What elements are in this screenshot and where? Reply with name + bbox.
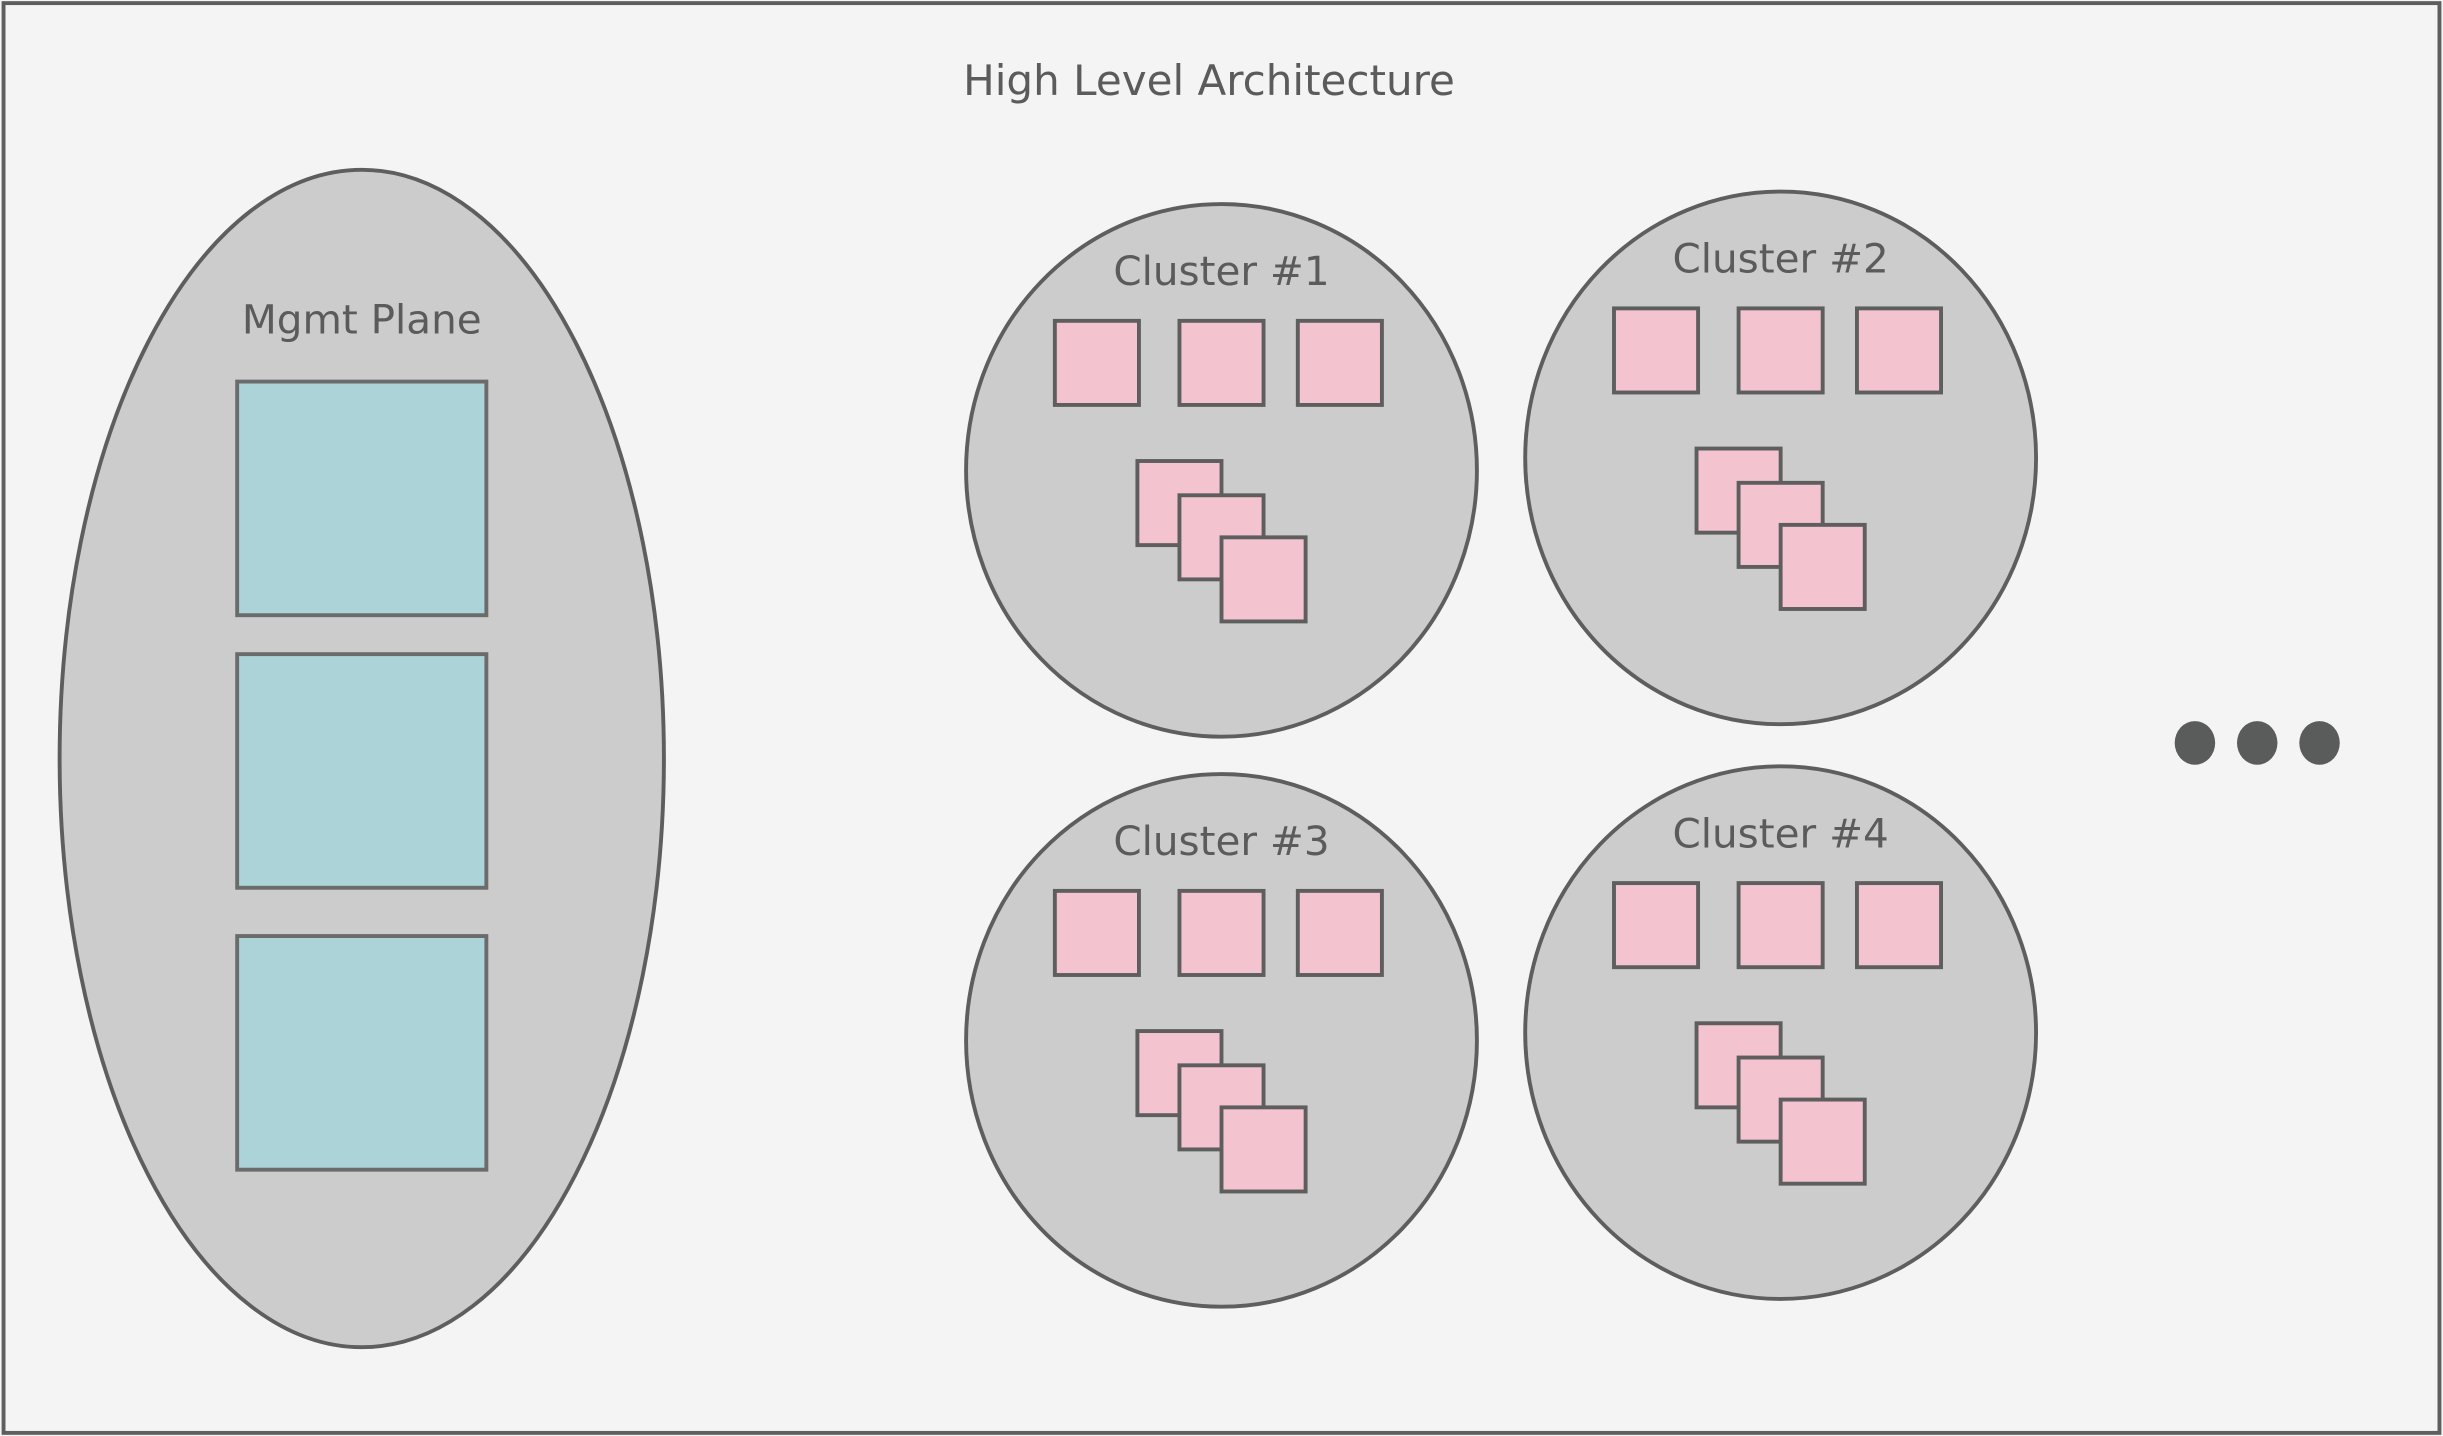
cluster-1: Cluster #1 (964, 202, 1479, 739)
cluster-node (1855, 881, 1944, 970)
stacked-node (1778, 1097, 1867, 1186)
dot (2299, 721, 2340, 765)
stacked-node (1778, 522, 1867, 611)
stacked-node (1219, 1105, 1308, 1194)
cluster-node (1052, 318, 1141, 407)
cluster-node (1295, 318, 1384, 407)
cluster-node (1612, 306, 1701, 395)
mgmt-plane-label: Mgmt Plane (242, 295, 482, 343)
mgmt-node (235, 379, 489, 618)
cluster-node (1052, 888, 1141, 977)
cluster-node (1177, 888, 1266, 977)
cluster-3: Cluster #3 (964, 772, 1479, 1309)
stacked-node (1219, 535, 1308, 624)
cluster-node (1295, 888, 1384, 977)
more-dots-icon (2174, 721, 2340, 765)
mgmt-plane: Mgmt Plane (57, 167, 666, 1350)
cluster-label: Cluster #4 (1673, 809, 1889, 857)
cluster-node (1736, 306, 1825, 395)
cluster-label: Cluster #3 (1113, 817, 1329, 865)
dot (2236, 721, 2278, 765)
cluster-node (1612, 881, 1701, 970)
cluster-4: Cluster #4 (1523, 764, 2039, 1301)
mgmt-node (235, 934, 489, 1172)
cluster-node (1736, 881, 1825, 970)
diagram-title: High Level Architecture (963, 56, 1455, 105)
dot (2174, 721, 2216, 765)
cluster-label: Cluster #2 (1673, 235, 1889, 283)
cluster-2: Cluster #2 (1523, 189, 2039, 727)
cluster-node (1177, 318, 1266, 407)
mgmt-node (235, 652, 489, 890)
cluster-node (1855, 306, 1944, 395)
cluster-label: Cluster #1 (1113, 247, 1329, 295)
